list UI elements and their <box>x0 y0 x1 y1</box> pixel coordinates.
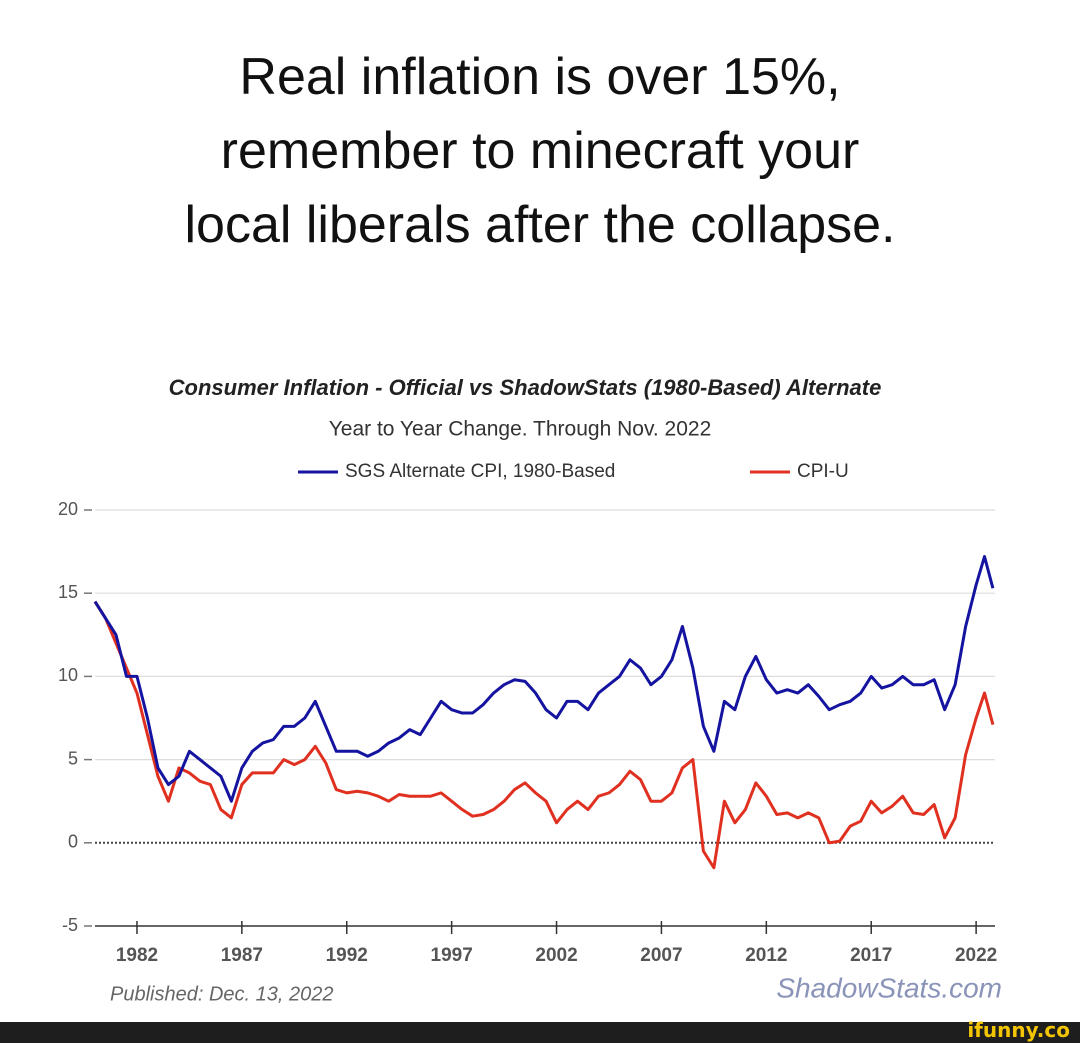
x-tick-label: 2002 <box>535 945 577 966</box>
published-note: Published: Dec. 13, 2022 <box>110 983 334 1005</box>
y-tick-label: -5 <box>62 915 78 935</box>
x-tick-label: 2007 <box>640 945 682 966</box>
y-tick-label: 5 <box>68 748 78 768</box>
legend-label: SGS Alternate CPI, 1980-Based <box>345 461 615 482</box>
source-watermark: ShadowStats.com <box>776 972 1002 1003</box>
legend-label: CPI-U <box>797 461 849 482</box>
y-tick-label: 0 <box>68 832 78 852</box>
x-tick-label: 1982 <box>116 945 158 966</box>
caption-line: remember to minecraft your <box>220 122 860 180</box>
caption-line: local liberals after the collapse. <box>184 196 896 254</box>
y-tick-label: 15 <box>58 582 78 602</box>
x-tick-label: 1987 <box>221 945 263 966</box>
x-tick-label: 2022 <box>955 945 997 966</box>
caption: Real inflation is over 15%, remember to … <box>0 40 1080 262</box>
caption-line: Real inflation is over 15%, <box>239 48 841 106</box>
footer-bar: ifunny.co <box>0 1018 1080 1043</box>
chart-title: Consumer Inflation - Official vs ShadowS… <box>169 375 882 400</box>
series-line <box>93 555 995 803</box>
x-tick-label: 2012 <box>745 945 787 966</box>
x-tick-label: 1992 <box>326 945 368 966</box>
watermark: ifunny.co <box>967 1018 1070 1042</box>
x-tick-label: 2017 <box>850 945 892 966</box>
y-tick-label: 20 <box>58 499 78 519</box>
chart-subtitle: Year to Year Change. Through Nov. 2022 <box>329 418 712 441</box>
series-line <box>93 600 995 870</box>
chart: Consumer Inflation - Official vs ShadowS… <box>58 375 1002 1005</box>
y-tick-label: 10 <box>58 665 78 685</box>
x-tick-label: 1997 <box>431 945 473 966</box>
